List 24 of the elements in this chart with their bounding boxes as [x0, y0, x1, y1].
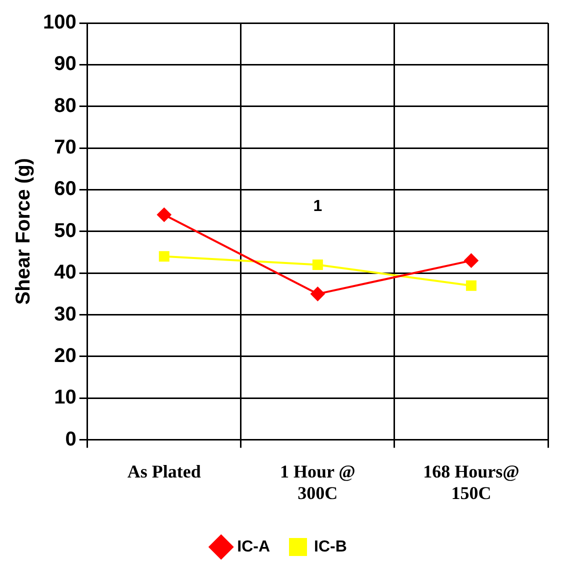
- point: [312, 260, 323, 270]
- x-tick-label: As Plated: [127, 461, 201, 482]
- y-tick-label: 10: [54, 386, 76, 409]
- point: [310, 286, 325, 301]
- y-axis-title: Shear Force (g): [12, 158, 35, 305]
- point: [157, 208, 172, 222]
- y-tick-label: 40: [54, 262, 76, 284]
- legend-label: IC-A: [237, 538, 270, 556]
- point: [464, 254, 478, 268]
- legend-label: IC-B: [314, 538, 347, 556]
- y-tick-label: 80: [54, 94, 76, 117]
- y-tick-label: 60: [54, 178, 76, 200]
- y-tick-label: 20: [54, 344, 76, 367]
- point: [466, 280, 476, 291]
- y-tick-label: 90: [54, 53, 76, 76]
- y-tick-label: 0: [65, 428, 76, 450]
- y-tick-label: 70: [54, 136, 76, 159]
- annotation: 1: [313, 198, 322, 215]
- point: [158, 251, 170, 262]
- y-tick-label: 30: [54, 303, 76, 326]
- y-tick-label: 100: [42, 12, 76, 34]
- x-tick-label: 168 Hours@ 150C: [423, 461, 520, 503]
- y-tick-label: 50: [54, 220, 76, 242]
- x-tick-label: 1 Hour @ 300C: [280, 461, 356, 503]
